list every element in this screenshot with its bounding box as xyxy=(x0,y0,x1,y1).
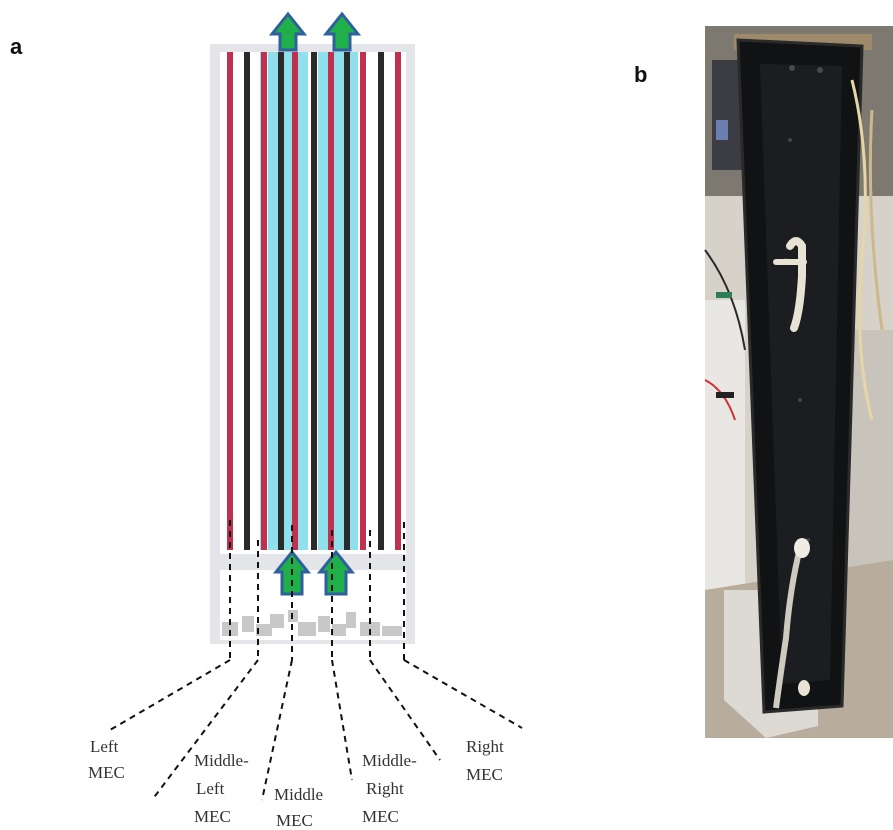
wire xyxy=(850,79,874,421)
reactor-photo xyxy=(700,20,893,738)
anode-electrode xyxy=(360,52,366,550)
panel-a-letter: a xyxy=(10,34,23,59)
leader-line xyxy=(109,659,231,731)
cathode-electrode xyxy=(311,52,317,550)
leader-line xyxy=(151,659,259,801)
alligator-clip xyxy=(716,392,734,398)
alligator-clip xyxy=(716,292,732,298)
spacer-block xyxy=(332,624,346,636)
anode-electrode xyxy=(395,52,401,550)
outlet-arrow-icon xyxy=(268,11,308,52)
spacer-block xyxy=(242,616,254,632)
spacer-block xyxy=(318,616,330,632)
leader-line xyxy=(261,659,293,801)
middle-left-mec-label: Middle- Left MEC xyxy=(194,751,253,826)
anode-electrode xyxy=(292,52,298,550)
flow-channel xyxy=(268,52,278,550)
cathode-electrode xyxy=(278,52,284,550)
panel-a: a xyxy=(10,11,523,830)
flow-channel xyxy=(298,52,308,550)
spacer-block xyxy=(382,626,402,636)
middle-right-mec-label: Middle- Right MEC xyxy=(362,751,421,826)
wire xyxy=(868,109,884,331)
leader-line xyxy=(369,659,441,761)
cathode-electrode xyxy=(344,52,350,550)
flow-channel xyxy=(282,52,292,550)
reactor-face xyxy=(760,64,842,684)
anode-electrode xyxy=(328,52,334,550)
port-fitting xyxy=(798,680,810,696)
bolt xyxy=(789,65,795,71)
bolt xyxy=(798,398,802,402)
anode-electrode xyxy=(261,52,267,550)
spacer-block xyxy=(270,614,284,628)
panel-b-letter: b xyxy=(634,62,647,87)
inlet-arrow-icon xyxy=(316,549,356,596)
bolt xyxy=(788,138,792,142)
leader-lines xyxy=(109,520,523,801)
cathode-electrode xyxy=(378,52,384,550)
spacer-block xyxy=(256,624,272,636)
leader-line xyxy=(403,659,523,729)
spacer-block xyxy=(298,622,316,636)
spacer-block xyxy=(346,612,356,628)
flow-channel xyxy=(334,52,344,550)
spacer-block xyxy=(222,622,238,636)
flow-channel xyxy=(348,52,358,550)
cathode-electrode xyxy=(244,52,250,550)
lab-bench xyxy=(705,300,745,600)
left-mec-label: Left MEC xyxy=(88,737,125,782)
port-fitting xyxy=(794,538,810,558)
right-mec-label: Right MEC xyxy=(466,737,508,784)
anode-electrode xyxy=(227,52,233,550)
bolt xyxy=(817,67,823,73)
middle-mec-label: Middle MEC xyxy=(274,785,327,830)
tube-connector-lower xyxy=(773,547,803,709)
flow-channel xyxy=(318,52,328,550)
panel-b: b xyxy=(634,20,893,738)
mec-labels: Left MEC Middle- Left MEC Middle MEC Mid… xyxy=(88,737,508,830)
leader-line xyxy=(331,659,353,781)
electrodes xyxy=(227,52,401,550)
equipment-display xyxy=(716,120,728,140)
outlet-arrow-icon xyxy=(322,11,362,52)
